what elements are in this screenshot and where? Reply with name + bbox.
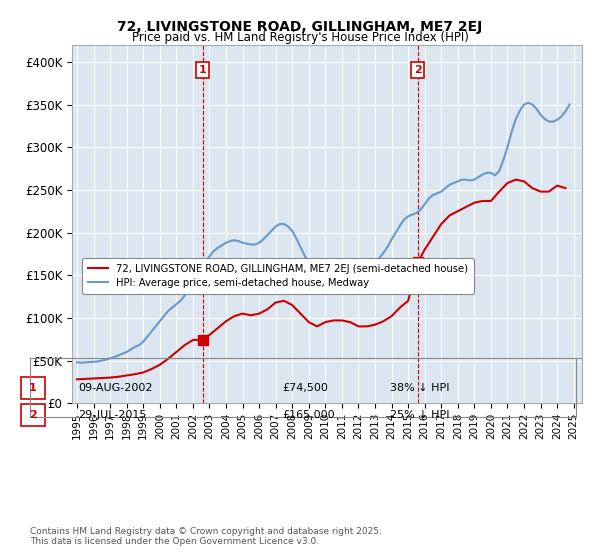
Text: £165,000: £165,000	[282, 410, 335, 420]
Text: 25% ↓ HPI: 25% ↓ HPI	[390, 410, 449, 420]
Text: 1: 1	[199, 65, 206, 75]
Text: 29-JUL-2015: 29-JUL-2015	[78, 410, 146, 420]
Text: 09-AUG-2002: 09-AUG-2002	[78, 383, 152, 393]
Text: 72, LIVINGSTONE ROAD, GILLINGHAM, ME7 2EJ: 72, LIVINGSTONE ROAD, GILLINGHAM, ME7 2E…	[118, 20, 482, 34]
Text: 2: 2	[29, 410, 37, 420]
Text: 2: 2	[414, 65, 422, 75]
Text: Contains HM Land Registry data © Crown copyright and database right 2025.
This d: Contains HM Land Registry data © Crown c…	[30, 526, 382, 546]
Text: 38% ↓ HPI: 38% ↓ HPI	[390, 383, 449, 393]
Text: Price paid vs. HM Land Registry's House Price Index (HPI): Price paid vs. HM Land Registry's House …	[131, 31, 469, 44]
Text: 1: 1	[29, 383, 37, 393]
Text: £74,500: £74,500	[282, 383, 328, 393]
Legend: 72, LIVINGSTONE ROAD, GILLINGHAM, ME7 2EJ (semi-detached house), HPI: Average pr: 72, LIVINGSTONE ROAD, GILLINGHAM, ME7 2E…	[82, 258, 474, 293]
